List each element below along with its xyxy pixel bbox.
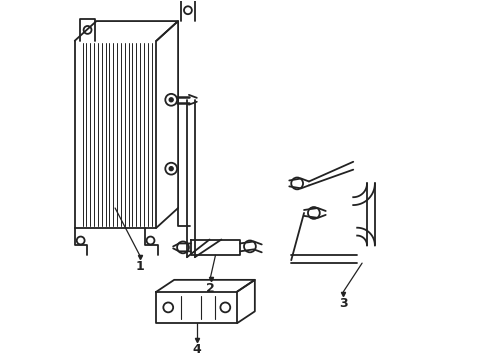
- Text: 3: 3: [339, 297, 348, 310]
- Circle shape: [169, 167, 173, 171]
- Text: 1: 1: [135, 260, 144, 273]
- Text: 2: 2: [206, 282, 215, 295]
- Circle shape: [169, 98, 173, 102]
- Text: 4: 4: [193, 343, 201, 356]
